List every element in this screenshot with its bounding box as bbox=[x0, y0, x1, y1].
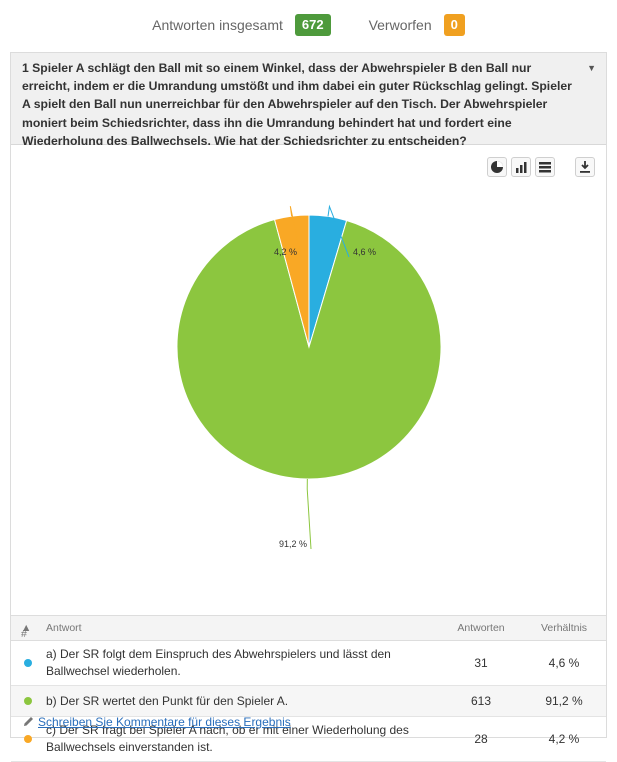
chart-area: 4,6 % 91,2 % 4,2 % bbox=[11, 145, 606, 615]
question-text: 1 Spieler A schlägt den Ball mit so eine… bbox=[22, 61, 572, 148]
data-label: 4,2 % bbox=[274, 247, 297, 257]
total-answers-badge: 672 bbox=[294, 14, 331, 36]
col-count: Antworten bbox=[457, 622, 505, 634]
answer-ratio: 4,6 % bbox=[548, 656, 580, 670]
pie-chart-icon bbox=[491, 161, 503, 173]
summary-bar: Antworten insgesamt 672 Verworfen 0 bbox=[0, 12, 617, 38]
label-connector bbox=[306, 478, 312, 550]
col-answer: Antwort bbox=[46, 622, 82, 634]
result-panel: 1 Spieler A schlägt den Ball mit so eine… bbox=[10, 52, 607, 762]
data-label: 4,6 % bbox=[353, 247, 376, 257]
answer-count: 31 bbox=[474, 656, 488, 670]
pie-chart-button[interactable] bbox=[487, 157, 507, 177]
table-header: # ▲ Antwort Antworten Verhältnis bbox=[11, 615, 606, 641]
legend-dot bbox=[24, 735, 32, 743]
download-button[interactable] bbox=[575, 157, 595, 177]
legend-dot bbox=[24, 697, 32, 705]
table-row: b) Der SR wertet den Punkt für den Spiel… bbox=[11, 686, 606, 717]
question-header[interactable]: 1 Spieler A schlägt den Ball mit so eine… bbox=[11, 53, 606, 148]
label-connector bbox=[327, 204, 350, 258]
download-icon bbox=[580, 161, 590, 173]
answer-text: Ballwechsel wiederholen. bbox=[46, 664, 181, 678]
bar-chart-button[interactable] bbox=[511, 157, 531, 177]
bar-chart-icon bbox=[516, 162, 527, 173]
answer-count: 613 bbox=[470, 694, 492, 708]
answer-ratio: 4,2 % bbox=[548, 732, 580, 746]
answer-ratio: 91,2 % bbox=[545, 694, 583, 708]
pencil-icon bbox=[24, 717, 33, 726]
comment-row: Schreiben Sie Kommentare für dieses Erge… bbox=[10, 706, 607, 736]
table-view-button[interactable] bbox=[535, 157, 555, 177]
discarded-label: Verworfen bbox=[368, 17, 432, 33]
col-number[interactable]: # ▲ bbox=[21, 622, 32, 640]
legend-dot bbox=[24, 659, 32, 667]
answer-text: a) Der SR folgt dem Einspruch des Abwehr… bbox=[46, 647, 391, 661]
comment-link[interactable]: Schreiben Sie Kommentare für dieses Erge… bbox=[38, 715, 291, 729]
answer-text: c) Der SR fragt bei Spieler A nach, ob e… bbox=[46, 723, 409, 737]
caret-down-icon[interactable]: ▼ bbox=[587, 63, 596, 73]
answer-count: 28 bbox=[474, 732, 488, 746]
discarded-badge: 0 bbox=[443, 14, 465, 36]
col-ratio: Verhältnis bbox=[540, 622, 588, 634]
data-label: 91,2 % bbox=[279, 539, 307, 549]
pie-slice[interactable] bbox=[176, 218, 442, 480]
table-icon bbox=[539, 162, 551, 173]
pie-chart: 4,6 % 91,2 % 4,2 % bbox=[176, 204, 442, 550]
answer-text: Ballwechsels einverstanden ist. bbox=[46, 740, 213, 754]
answer-text: b) Der SR wertet den Punkt für den Spiel… bbox=[46, 694, 289, 708]
total-answers-label: Antworten insgesamt bbox=[152, 17, 283, 33]
result-table: # ▲ Antwort Antworten Verhältnis a) Der … bbox=[11, 615, 606, 762]
label-connector bbox=[289, 206, 302, 258]
table-row: a) Der SR folgt dem Einspruch des Abwehr… bbox=[11, 641, 606, 686]
